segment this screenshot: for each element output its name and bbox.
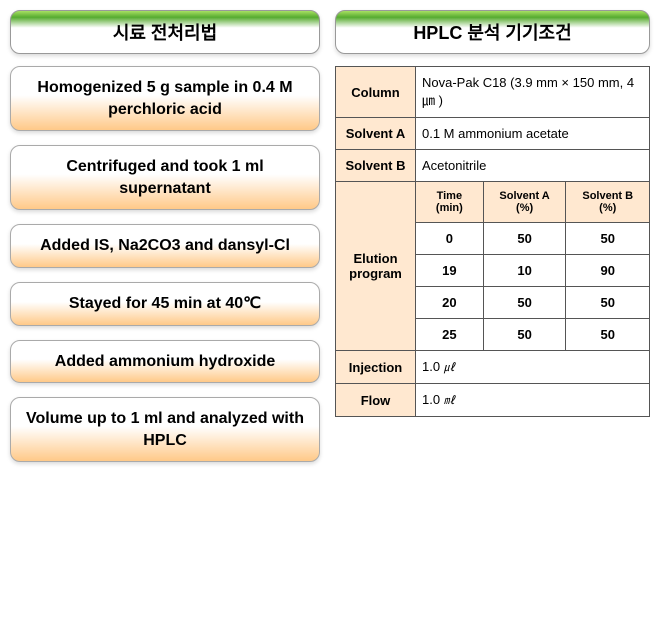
elution-header-time: Time (min) <box>416 182 484 223</box>
injection-value: 1.0 ㎕ <box>416 351 650 384</box>
solventA-label: Solvent A <box>336 118 416 150</box>
flow-num: 1.0 <box>422 392 440 407</box>
elution-b: 50 <box>566 287 650 319</box>
injection-unit: ㎕ <box>444 362 455 374</box>
flow-unit: ㎖ <box>444 395 455 407</box>
elution-a: 10 <box>483 255 566 287</box>
hplc-header: HPLC 분석 기기조건 <box>335 10 650 54</box>
elution-time: 25 <box>416 319 484 351</box>
step-1: Homogenized 5 g sample in 0.4 M perchlor… <box>10 66 320 131</box>
injection-label: Injection <box>336 351 416 384</box>
elution-header-b: Solvent B (%) <box>566 182 650 223</box>
step-6: Volume up to 1 ml and analyzed with HPLC <box>10 397 320 462</box>
pretreatment-header: 시료 전처리법 <box>10 10 320 54</box>
column-value: Nova-Pak C18 (3.9 mm × 150 mm, 4㎛ ) <box>416 67 650 118</box>
elution-header-a: Solvent A (%) <box>483 182 566 223</box>
solventB-label: Solvent B <box>336 150 416 182</box>
step-3: Added IS, Na2CO3 and dansyl-Cl <box>10 224 320 268</box>
elution-label: Elution program <box>336 182 416 351</box>
solventB-value: Acetonitrile <box>416 150 650 182</box>
elution-a: 50 <box>483 223 566 255</box>
elution-time: 0 <box>416 223 484 255</box>
elution-time: 19 <box>416 255 484 287</box>
step-4: Stayed for 45 min at 40℃ <box>10 282 320 326</box>
elution-b: 50 <box>566 319 650 351</box>
elution-time: 20 <box>416 287 484 319</box>
injection-num: 1.0 <box>422 359 440 374</box>
hplc-table: Column Nova-Pak C18 (3.9 mm × 150 mm, 4㎛… <box>335 66 650 417</box>
column-label: Column <box>336 67 416 118</box>
elution-a: 50 <box>483 319 566 351</box>
elution-a: 50 <box>483 287 566 319</box>
flow-value: 1.0 ㎖ <box>416 384 650 417</box>
elution-b: 50 <box>566 223 650 255</box>
solventA-value: 0.1 M ammonium acetate <box>416 118 650 150</box>
elution-b: 90 <box>566 255 650 287</box>
flow-label: Flow <box>336 384 416 417</box>
step-2: Centrifuged and took 1 ml supernatant <box>10 145 320 210</box>
step-5: Added ammonium hydroxide <box>10 340 320 384</box>
